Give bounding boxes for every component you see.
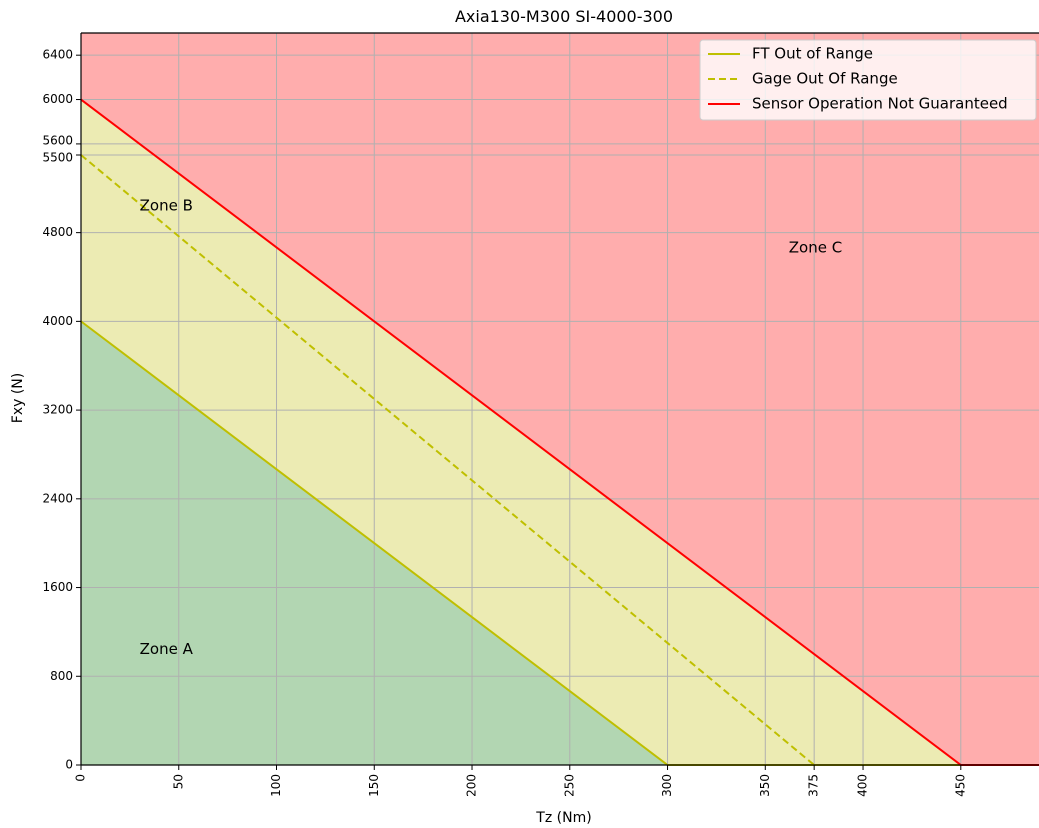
zone-label-3: Zone C xyxy=(789,239,842,257)
x-tick-label: 0 xyxy=(74,774,88,782)
y-axis-label: Fxy (N) xyxy=(10,373,26,423)
y-tick-label: 4800 xyxy=(42,225,73,239)
zone-label-2: Zone B xyxy=(140,196,193,214)
x-axis-label: Tz (Nm) xyxy=(535,810,591,826)
x-tick-label: 50 xyxy=(171,774,185,789)
x-tick-label: 350 xyxy=(758,774,772,797)
plot-area xyxy=(81,33,1039,765)
y-tick-label: 6400 xyxy=(42,48,73,62)
y-tick-label: 3200 xyxy=(42,403,73,417)
x-tick-label: 450 xyxy=(953,774,967,797)
x-tick-label: 200 xyxy=(465,774,479,797)
y-tick-label: 6000 xyxy=(42,92,73,106)
legend-label-3: Sensor Operation Not Guaranteed xyxy=(752,95,1008,113)
legend-box xyxy=(699,39,1037,121)
zone-labels: Zone A Zone B Zone C xyxy=(140,196,843,658)
zone-label-1: Zone A xyxy=(140,640,194,658)
x-tick-label: 400 xyxy=(856,774,870,797)
x-tick-label: 100 xyxy=(269,774,283,797)
grid xyxy=(80,33,1039,766)
x-tick-label: 375 xyxy=(807,774,821,797)
y-tick-label: 800 xyxy=(50,669,73,683)
y-tick-label: 5600 xyxy=(42,133,73,147)
series-line-2 xyxy=(80,154,815,766)
y-tick-label: 0 xyxy=(65,758,73,772)
y-tick-label: 4000 xyxy=(42,314,73,328)
legend-label-2: Gage Out Of Range xyxy=(752,70,898,88)
y-tick-label: 2400 xyxy=(42,491,73,505)
x-tick-label: 150 xyxy=(367,774,381,797)
ticks: 0 50 100 150 200 250 300 350 375 400 450 0 800 1600 24… xyxy=(42,48,967,797)
chart-title: Axia130-M300 SI-4000-300 xyxy=(455,7,673,26)
y-tick-label: 1600 xyxy=(42,580,73,594)
y-tick-label: 5500 xyxy=(42,151,73,165)
legend: FT Out of Range Gage Out Of Range Sensor O… xyxy=(699,39,1037,121)
x-tick-label: 250 xyxy=(562,774,576,797)
legend-label-1: FT Out of Range xyxy=(752,45,873,63)
x-tick-label: 300 xyxy=(660,774,674,797)
